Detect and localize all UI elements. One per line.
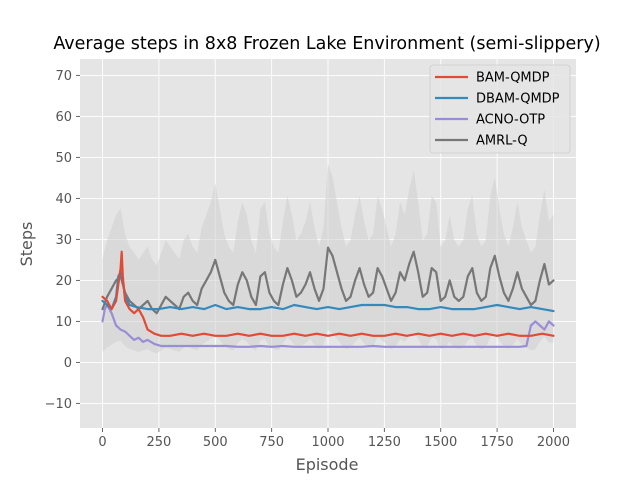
y-tick-label: −10 (45, 397, 72, 412)
legend-label: ACNO-OTP (476, 113, 545, 128)
x-tick-label: 750 (259, 435, 284, 450)
series-line-bam-qmdp (101, 250, 555, 337)
x-tick-label: 1000 (311, 435, 344, 450)
series-line-dbam-qmdp (101, 271, 555, 313)
legend-label: AMRL-Q (476, 134, 528, 149)
y-tick-label: 40 (55, 192, 72, 207)
y-tick-label: 70 (55, 69, 72, 84)
x-tick-label: 500 (203, 435, 228, 450)
x-axis-label: Episode (296, 455, 359, 474)
y-tick-label: 20 (55, 274, 72, 289)
y-tick-label: 30 (55, 233, 72, 248)
legend-box (429, 64, 571, 154)
series-lines (101, 246, 555, 348)
x-tick-label: 250 (146, 435, 171, 450)
x-tick-label: 2000 (537, 435, 570, 450)
x-tick-label: 1250 (368, 435, 401, 450)
x-axis-ticks: 0 250 500 750 1000 1250 1500 1750 2000 (98, 428, 570, 450)
legend-label: DBAM-QMDP (476, 92, 560, 107)
y-tick-label: 0 (64, 356, 72, 371)
x-tick-label: 1500 (424, 435, 457, 450)
y-tick-label: 60 (55, 110, 72, 125)
x-tick-label: 0 (98, 435, 106, 450)
y-tick-label: 50 (55, 151, 72, 166)
series-line-acno-otp (101, 303, 555, 348)
y-axis-ticks: −10 0 10 20 30 40 50 60 70 (45, 69, 80, 412)
y-tick-label: 10 (55, 315, 72, 330)
legend-label: BAM-QMDP (476, 71, 550, 86)
y-axis-label: Steps (17, 222, 36, 267)
x-tick-label: 1750 (481, 435, 514, 450)
chart-title: Average steps in 8x8 Frozen Lake Environ… (53, 34, 600, 54)
legend: BAM-QMDP DBAM-QMDP ACNO-OTP AMRL-Q (429, 64, 571, 154)
